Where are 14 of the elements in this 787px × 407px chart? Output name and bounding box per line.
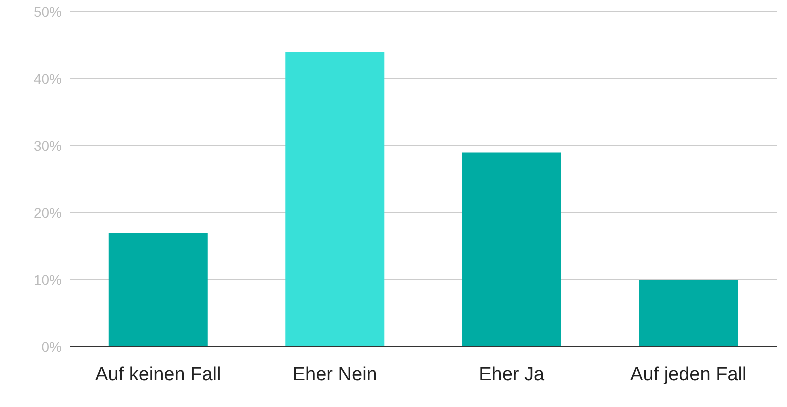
y-tick-label: 40% [34, 70, 62, 87]
x-tick-label: Eher Ja [479, 364, 546, 386]
bar [286, 52, 385, 347]
y-tick-label: 0% [42, 338, 62, 355]
bar [108, 233, 208, 347]
y-tick-label: 30% [34, 138, 62, 154]
bar [639, 280, 738, 347]
x-tick-label: Auf keinen Fall [96, 364, 222, 386]
y-tick-label: 50% [34, 4, 62, 20]
y-tick-label: 20% [34, 204, 62, 221]
y-tick-label: 10% [34, 272, 62, 288]
bar [462, 152, 562, 347]
x-tick-label: Auf jeden Fall [630, 364, 747, 386]
x-tick-label: Eher Nein [292, 364, 378, 386]
